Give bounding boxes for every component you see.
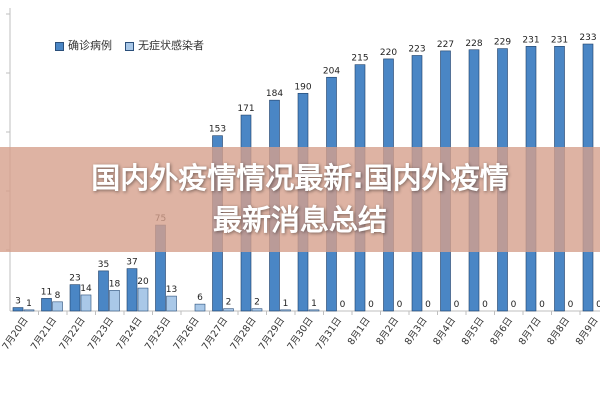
x-tick-label: 7月23日 <box>86 315 116 352</box>
x-tick-label: 7月20日 <box>0 315 30 352</box>
x-tick-label: 7月26日 <box>171 315 201 352</box>
data-label-confirmed: 153 <box>209 125 226 135</box>
data-label-asymptomatic: 0 <box>482 300 488 310</box>
bar-asymptomatic <box>166 295 177 312</box>
data-label-confirmed: 227 <box>437 40 454 50</box>
data-label-confirmed: 204 <box>323 66 340 76</box>
data-label-asymptomatic: 14 <box>80 284 92 294</box>
data-label-asymptomatic: 1 <box>311 299 317 309</box>
data-label-asymptomatic: 8 <box>55 291 61 301</box>
x-tick-label: 7月27日 <box>200 315 230 352</box>
bar-asymptomatic <box>52 301 63 312</box>
bar-asymptomatic <box>308 309 320 312</box>
data-label-asymptomatic: 13 <box>166 285 177 295</box>
data-label-asymptomatic: 0 <box>596 300 600 310</box>
x-tick-label: 7月24日 <box>114 315 144 352</box>
title-banner <box>0 147 600 252</box>
bar-asymptomatic <box>137 287 149 312</box>
data-labels: 3111823143518372075136153217121841190120… <box>15 33 600 310</box>
data-label-asymptomatic: 0 <box>539 300 545 310</box>
x-tick-label: 7月29日 <box>257 315 287 352</box>
data-label-confirmed: 3 <box>15 297 21 307</box>
x-tick-label: 7月31日 <box>314 315 344 352</box>
data-label-confirmed: 171 <box>237 104 254 114</box>
legend-swatch-asymptomatic <box>125 41 134 51</box>
data-label-confirmed: 190 <box>294 82 311 92</box>
bar-asymptomatic <box>80 294 92 312</box>
data-label-asymptomatic: 1 <box>283 299 289 309</box>
data-label-confirmed: 11 <box>41 287 52 297</box>
x-tick-label: 8月2日 <box>374 315 401 347</box>
bar-asymptomatic <box>223 308 234 312</box>
data-label-asymptomatic: 0 <box>511 300 517 310</box>
data-label-confirmed: 215 <box>351 54 368 64</box>
data-label-asymptomatic: 20 <box>137 277 149 287</box>
bar-confirmed <box>41 298 52 312</box>
banner-title-line1: 国内外疫情情况最新:国内外疫情 <box>91 161 509 195</box>
bar-confirmed <box>126 268 138 312</box>
x-tick-label: 7月22日 <box>57 315 87 352</box>
bar-asymptomatic <box>280 309 291 312</box>
legend-item-asymptomatic: 无症状感染者 <box>125 37 204 53</box>
data-label-confirmed: 184 <box>266 89 283 99</box>
x-tick-label: 8月7日 <box>517 315 544 347</box>
x-tick-label: 8月4日 <box>431 315 458 347</box>
x-tick-label: 8月9日 <box>574 315 600 347</box>
x-tick-labels: 7月20日7月21日7月22日7月23日7月24日7月25日7月26日7月27日… <box>0 315 600 352</box>
data-label-confirmed: 23 <box>69 274 80 284</box>
x-tick-label: 8月3日 <box>403 315 430 347</box>
data-label-confirmed: 35 <box>98 260 109 270</box>
data-label-asymptomatic: 0 <box>397 300 403 310</box>
data-label-asymptomatic: 0 <box>568 300 574 310</box>
x-tick-label: 8月8日 <box>545 315 572 347</box>
data-label-confirmed: 231 <box>551 35 568 45</box>
data-label-confirmed: 37 <box>126 258 137 268</box>
data-label-asymptomatic: 1 <box>26 299 32 309</box>
data-label-asymptomatic: 18 <box>109 279 121 289</box>
data-label-asymptomatic: 2 <box>254 298 260 308</box>
legend-label-confirmed: 确诊病例 <box>68 39 112 52</box>
legend-label-asymptomatic: 无症状感染者 <box>138 39 204 52</box>
bar-asymptomatic <box>23 309 35 312</box>
data-label-asymptomatic: 2 <box>226 298 232 308</box>
bar-asymptomatic <box>194 303 206 312</box>
banner-title-line2: 最新消息总结 <box>212 203 387 237</box>
x-tick-label: 7月25日 <box>143 315 173 352</box>
legend-item-confirmed: 确诊病例 <box>55 37 112 53</box>
x-tick-label: 8月1日 <box>346 315 373 347</box>
data-label-asymptomatic: 0 <box>425 300 431 310</box>
banner-title: 国内外疫情情况最新:国内外疫情 最新消息总结 <box>0 157 600 241</box>
data-label-asymptomatic: 0 <box>454 300 460 310</box>
data-label-confirmed: 231 <box>522 35 539 45</box>
legend-swatch-confirmed <box>55 41 64 51</box>
data-label-confirmed: 223 <box>408 44 425 54</box>
data-label-asymptomatic: 0 <box>368 300 374 310</box>
data-label-confirmed: 228 <box>465 39 482 49</box>
x-tick-label: 7月30日 <box>285 315 315 352</box>
data-label-confirmed: 220 <box>380 48 397 58</box>
bar-confirmed <box>12 307 24 312</box>
x-tick-label: 7月28日 <box>228 315 258 352</box>
x-tick-label: 8月6日 <box>488 315 515 347</box>
data-label-asymptomatic: 0 <box>340 300 346 310</box>
x-tick-label: 8月5日 <box>460 315 487 347</box>
bar-asymptomatic <box>251 308 263 312</box>
data-label-confirmed: 233 <box>579 33 596 43</box>
data-label-confirmed: 229 <box>494 38 511 48</box>
bar-confirmed <box>98 270 109 312</box>
x-tick-label: 7月21日 <box>29 315 59 352</box>
bar-asymptomatic <box>109 290 120 312</box>
bar-confirmed <box>69 284 81 312</box>
data-label-asymptomatic: 6 <box>197 293 203 303</box>
